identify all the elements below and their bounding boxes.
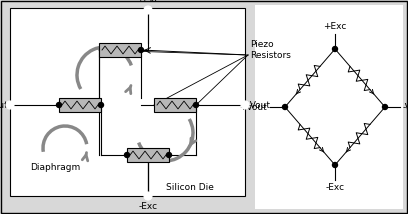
Bar — [127, 148, 169, 162]
Text: Piezo
Resistors: Piezo Resistors — [250, 40, 291, 60]
Circle shape — [138, 48, 144, 52]
Text: +Exc: +Exc — [323, 22, 347, 31]
Bar — [255, 5, 403, 209]
Text: Silicon Die: Silicon Die — [166, 183, 214, 193]
Text: -Exc: -Exc — [326, 183, 345, 192]
Circle shape — [144, 6, 152, 14]
Circle shape — [241, 101, 249, 109]
Bar — [99, 43, 141, 57]
Circle shape — [333, 46, 337, 52]
Bar — [59, 98, 101, 112]
Text: -Vout: -Vout — [403, 103, 408, 111]
Text: Diaphragm: Diaphragm — [30, 163, 80, 172]
Bar — [10, 8, 245, 196]
Circle shape — [144, 192, 152, 200]
Circle shape — [6, 101, 14, 109]
Text: +Exc: +Exc — [136, 0, 160, 4]
Circle shape — [383, 104, 388, 110]
Text: +Vout: +Vout — [0, 101, 8, 110]
Circle shape — [282, 104, 288, 110]
Circle shape — [166, 153, 171, 158]
Circle shape — [333, 162, 337, 168]
Circle shape — [193, 103, 199, 107]
Text: -Exc: -Exc — [138, 202, 157, 211]
Text: -Vout: -Vout — [248, 101, 271, 110]
Circle shape — [98, 103, 104, 107]
Circle shape — [124, 153, 129, 158]
Circle shape — [56, 103, 62, 107]
Bar — [154, 98, 196, 112]
Text: +Vout: +Vout — [239, 103, 267, 111]
